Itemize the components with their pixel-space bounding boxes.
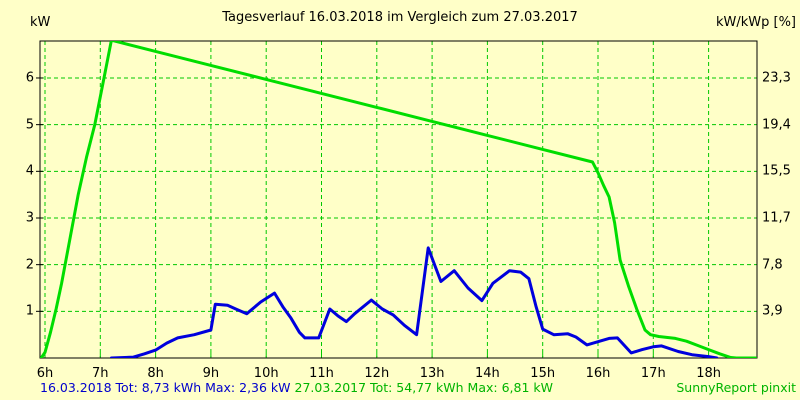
right-tick-label-7-8: 7,8: [762, 257, 783, 273]
left-tick-label-3: 3: [25, 210, 34, 226]
series-line-27-03-2017: [40, 41, 757, 358]
chart-title: Tagesverlauf 16.03.2018 im Vergleich zum…: [222, 10, 578, 25]
x-tick-label-9h: 9h: [202, 366, 220, 381]
left-tick-label-6: 6: [25, 70, 34, 86]
right-tick-label-15-5: 15,5: [762, 163, 791, 179]
plot-border: [39, 40, 758, 359]
x-tick-label-18h: 18h: [696, 366, 721, 381]
x-tick-label-10h: 10h: [253, 366, 279, 381]
x-tick-label-6h: 6h: [36, 366, 54, 381]
x-tick-label-8h: 8h: [147, 366, 164, 381]
right-tick-label-11-7: 11,7: [762, 210, 791, 226]
right-tick-label-3-9: 3,9: [762, 303, 783, 319]
x-tick-label-11h: 11h: [309, 366, 334, 381]
x-tick-label-14h: 14h: [475, 366, 500, 381]
x-tick-label-16h: 16h: [585, 366, 611, 381]
right-tick-label-19-4: 19,4: [762, 117, 791, 133]
left-tick-label-1: 1: [25, 303, 34, 319]
series-line-16-03-2018: [109, 246, 719, 358]
footer-legend: 16.03.2018 Tot: 8,73 kWh Max: 2,36 kW 27…: [40, 380, 553, 395]
footer-series2-stats: 27.03.2017 Tot: 54,77 kWh Max: 6,81 kW: [294, 380, 553, 395]
right-axis-unit-label: kW/kWp [%]: [715, 15, 796, 30]
x-tick-label-17h: 17h: [640, 366, 666, 381]
x-tick-label-15h: 15h: [530, 366, 556, 381]
x-tick-label-12h: 12h: [364, 366, 390, 381]
x-tick-label-13h: 13h: [419, 366, 445, 381]
x-tick-label-7h: 7h: [92, 366, 109, 381]
left-tick-label-5: 5: [25, 117, 34, 133]
credit-label: SunnyReport pinxit: [676, 380, 796, 395]
left-tick-label-2: 2: [25, 257, 34, 273]
footer-series1-stats: 16.03.2018 Tot: 8,73 kWh Max: 2,36 kW: [40, 380, 291, 395]
left-axis-unit-label: kW: [30, 15, 51, 30]
right-tick-label-23-3: 23,3: [762, 70, 791, 86]
left-tick-label-4: 4: [25, 163, 34, 179]
